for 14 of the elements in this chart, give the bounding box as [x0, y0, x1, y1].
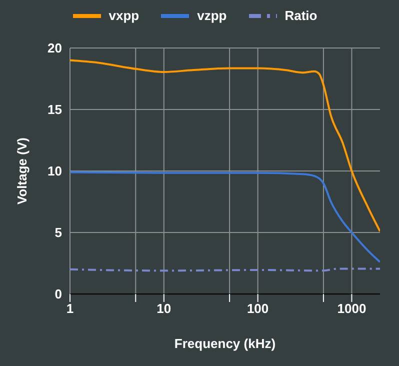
x-tick-label: 1 — [66, 301, 74, 316]
y-tick-label: 5 — [54, 225, 62, 240]
y-tick-label: 15 — [48, 102, 62, 118]
x-axis-title: Frequency (kHz) — [174, 336, 276, 351]
y-tick-label: 20 — [48, 40, 62, 56]
x-tick-label: 1000 — [337, 301, 366, 316]
x-tick-label: 10 — [156, 301, 172, 316]
x-tick-label: 100 — [246, 301, 269, 316]
legend-label: vzpp — [196, 8, 227, 23]
y-tick-label: 10 — [48, 164, 62, 179]
y-tick-label: 0 — [54, 286, 62, 302]
y-axis-title: Voltage (V) — [14, 138, 30, 204]
legend-label: Ratio — [284, 8, 318, 23]
legend-label: vxpp — [108, 8, 140, 23]
